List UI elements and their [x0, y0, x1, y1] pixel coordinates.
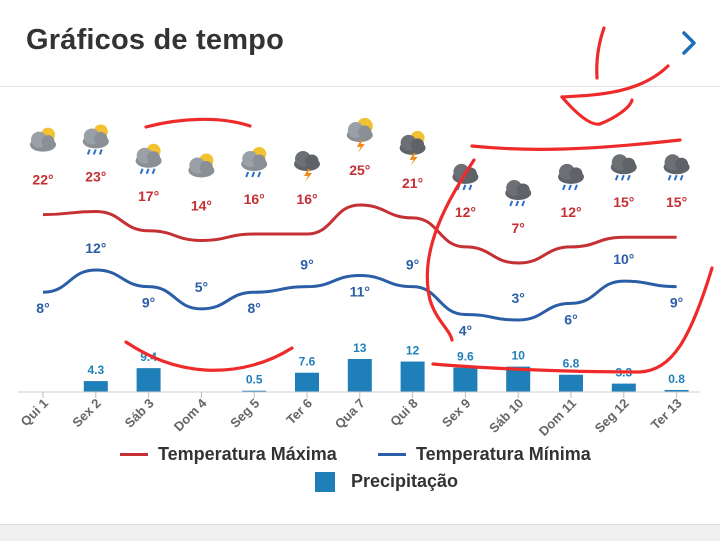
min-temp-label: 10° [613, 251, 634, 267]
max-temp-label: 22° [32, 172, 53, 188]
legend-swatch-max [120, 453, 148, 456]
min-temp-label: 3° [512, 290, 525, 306]
chart-legend: Temperatura Máxima Temperatura Mínima Pr… [0, 440, 720, 510]
precip-label: 0.5 [246, 373, 263, 387]
annotation-scribble [560, 95, 634, 126]
max-temp-label: 14° [191, 197, 212, 213]
card-header: Gráficos de tempo [0, 0, 720, 87]
precip-bar [83, 381, 108, 392]
cloud-sun-rain-icon [135, 143, 162, 175]
annotation-scribble [425, 158, 476, 342]
weather-charts-card: Gráficos de tempo [0, 0, 720, 524]
min-temp-label: 9° [142, 295, 155, 311]
cloud-sun-rain-icon [82, 124, 109, 156]
precip-bar [559, 374, 583, 392]
min-temp-label: 4° [459, 322, 472, 338]
annotation-scribble [595, 26, 606, 80]
x-tick-label: Sex 9 [439, 396, 474, 431]
precip-label: 12 [406, 344, 420, 358]
annotation-scribble [560, 64, 670, 99]
min-temp-label: 12° [85, 240, 106, 256]
cloud-sun-rain-icon [241, 147, 268, 178]
annotation-scribble [470, 138, 682, 151]
precip-bar [242, 390, 267, 392]
min-temp-label: 9° [300, 257, 313, 273]
annotation-scribble [144, 117, 252, 129]
weather-chart: 22° 8° 23° 12° 17° 9° 14° 5° 16° 8° 16° 9° 25° 11° 21°… [18, 26, 714, 439]
legend-item-min: Temperatura Mínima [378, 444, 591, 465]
precip-label: 7.6 [299, 355, 316, 369]
min-temp-label: 6° [564, 311, 577, 327]
max-temp-label: 15° [666, 194, 687, 210]
precip-label: 0.8 [668, 372, 685, 386]
x-tick-label: Qua 7 [332, 396, 368, 432]
precip-bar [664, 389, 689, 392]
x-tick-label: Seg 12 [592, 396, 632, 436]
legend-swatch-min [378, 453, 406, 456]
x-tick-label: Qui 8 [387, 396, 421, 430]
cloud-rain-icon [610, 154, 637, 182]
legend-swatch-precip [315, 471, 335, 492]
x-tick-label: Dom 11 [536, 396, 579, 439]
max-temp-label: 16° [296, 191, 317, 207]
annotation-scribble [124, 340, 294, 372]
bottom-bar [0, 524, 720, 541]
precip-bar [400, 361, 425, 392]
precip-label: 4.3 [87, 363, 104, 377]
max-temp-label: 16° [244, 191, 265, 207]
precip-label: 13 [353, 341, 367, 355]
x-tick-label: Ter 13 [648, 396, 685, 433]
precip-bar [453, 367, 478, 392]
precip-label: 6.8 [563, 357, 580, 371]
legend-label-min: Temperatura Mínima [416, 444, 591, 464]
max-temp-label: 15° [613, 194, 634, 210]
max-temp-label: 23° [85, 168, 106, 184]
cloud-rain-icon [505, 180, 532, 207]
min-temp-line [42, 268, 677, 322]
min-temp-label: 8° [248, 300, 261, 316]
cloud-storm-icon [294, 151, 320, 182]
sun-storm-icon [346, 118, 373, 153]
max-temp-label: 12° [560, 204, 581, 220]
min-temp-label: 9° [670, 295, 683, 311]
x-tick-label: Sáb 3 [122, 396, 157, 431]
cloud-sun-storm-icon [399, 130, 426, 166]
x-tick-label: Ter 6 [283, 396, 315, 428]
precip-bar [347, 359, 372, 392]
min-temp-label: 5° [195, 279, 208, 295]
precip-bar [295, 372, 319, 392]
x-tick-label: Sáb 10 [486, 396, 526, 436]
chevron-right-icon[interactable] [672, 26, 706, 60]
max-temp-label: 12° [455, 204, 476, 220]
precip-label: 10 [512, 349, 526, 363]
x-tick-label: Seg 5 [227, 396, 262, 431]
partly-cloudy-icon [30, 127, 56, 152]
cloud-rain-icon [663, 154, 690, 182]
max-temp-label: 21° [402, 175, 423, 191]
max-temp-label: 7° [512, 220, 525, 236]
precip-label: 9.6 [457, 350, 474, 364]
min-temp-label: 8° [36, 300, 49, 316]
max-temp-line [42, 203, 677, 265]
cloud-rain-icon [558, 163, 584, 191]
max-temp-label: 17° [138, 188, 159, 204]
min-temp-label: 9° [406, 257, 419, 273]
min-temp-label: 11° [350, 284, 370, 300]
legend-item-max: Temperatura Máxima [120, 444, 337, 465]
legend-label-max: Temperatura Máxima [158, 444, 337, 464]
partly-cloudy-icon [188, 153, 215, 178]
precip-bar [611, 383, 636, 392]
annotation-scribble [431, 266, 714, 374]
legend-label-precip: Precipitação [351, 471, 459, 491]
max-temp-label: 25° [349, 162, 370, 178]
legend-item-precip: Precipitação [315, 471, 458, 492]
x-tick-label: Dom 4 [171, 395, 210, 434]
page-title: Gráficos de tempo [26, 24, 285, 56]
x-tick-label: Sex 2 [69, 396, 104, 431]
precip-bar [136, 368, 161, 392]
x-tick-label: Qui 1 [18, 396, 52, 430]
